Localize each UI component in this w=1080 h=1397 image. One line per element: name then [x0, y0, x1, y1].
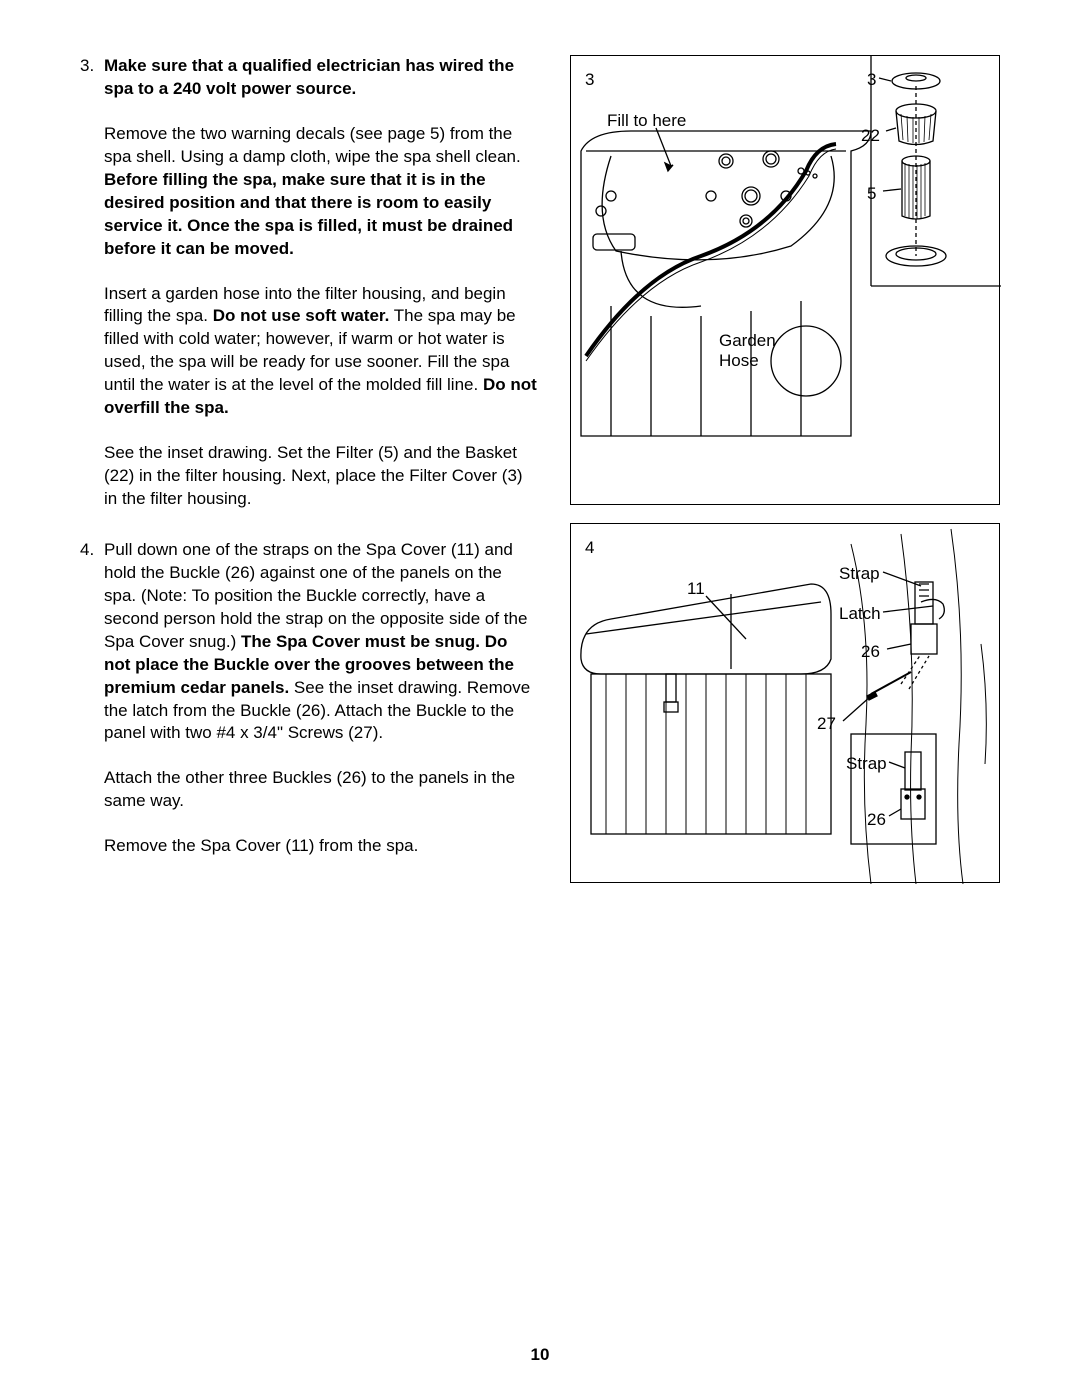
fig4-n26a: 26: [861, 642, 880, 662]
fig3-n3: 3: [867, 70, 876, 90]
figure-column: 3 Fill to here Garden Hose 3 22 5: [570, 55, 1000, 886]
figure-3: 3 Fill to here Garden Hose 3 22 5: [570, 55, 1000, 505]
figure-4-svg: [571, 524, 1001, 884]
text-column: 3.Make sure that a qualified electrician…: [80, 55, 538, 886]
fig4-strap2: Strap: [846, 754, 887, 774]
step-paragraph: See the inset drawing. Set the Filter (5…: [104, 442, 538, 511]
step-number: 3.: [80, 55, 104, 511]
body-text: Attach the other three Buckles (26) to t…: [104, 768, 515, 810]
fig3-n5: 5: [867, 184, 876, 204]
fig3-step-num: 3: [585, 70, 594, 90]
step-paragraph: Insert a garden hose into the filter hou…: [104, 283, 538, 421]
fig3-hose-label: Garden Hose: [719, 331, 799, 371]
body-text: See the inset drawing. Set the Filter (5…: [104, 443, 523, 508]
fig3-n22: 22: [861, 126, 880, 146]
fig4-n11: 11: [687, 579, 705, 599]
manual-page: 3.Make sure that a qualified electrician…: [0, 0, 1080, 886]
fig4-latch: Latch: [839, 604, 881, 624]
instruction-step: 4.Pull down one of the straps on the Spa…: [80, 539, 538, 858]
bold-text: Before filling the spa, make sure that i…: [104, 170, 513, 258]
step-number: 4.: [80, 539, 104, 858]
step-body: Pull down one of the straps on the Spa C…: [104, 539, 538, 858]
page-number: 10: [0, 1345, 1080, 1365]
figure-4: 4 11 Strap Latch 26 27 Strap 26: [570, 523, 1000, 883]
step-paragraph: Attach the other three Buckles (26) to t…: [104, 767, 538, 813]
fig4-step-num: 4: [585, 538, 594, 558]
fig3-fill-label: Fill to here: [607, 111, 686, 131]
bold-text: Do not use soft water.: [213, 306, 390, 325]
body-text: Remove the two warning decals (see page …: [104, 124, 521, 166]
bold-text: Make sure that a qualified electrician h…: [104, 56, 514, 98]
step-paragraph: Remove the Spa Cover (11) from the spa.: [104, 835, 538, 858]
body-text: Remove the Spa Cover (11) from the spa.: [104, 836, 418, 855]
step-paragraph: Make sure that a qualified electrician h…: [104, 55, 538, 101]
fig4-n27: 27: [817, 714, 836, 734]
fig4-n26b: 26: [867, 810, 886, 830]
fig4-strap1: Strap: [839, 564, 880, 584]
step-paragraph: Pull down one of the straps on the Spa C…: [104, 539, 538, 745]
step-paragraph: Remove the two warning decals (see page …: [104, 123, 538, 261]
instruction-step: 3.Make sure that a qualified electrician…: [80, 55, 538, 511]
step-body: Make sure that a qualified electrician h…: [104, 55, 538, 511]
